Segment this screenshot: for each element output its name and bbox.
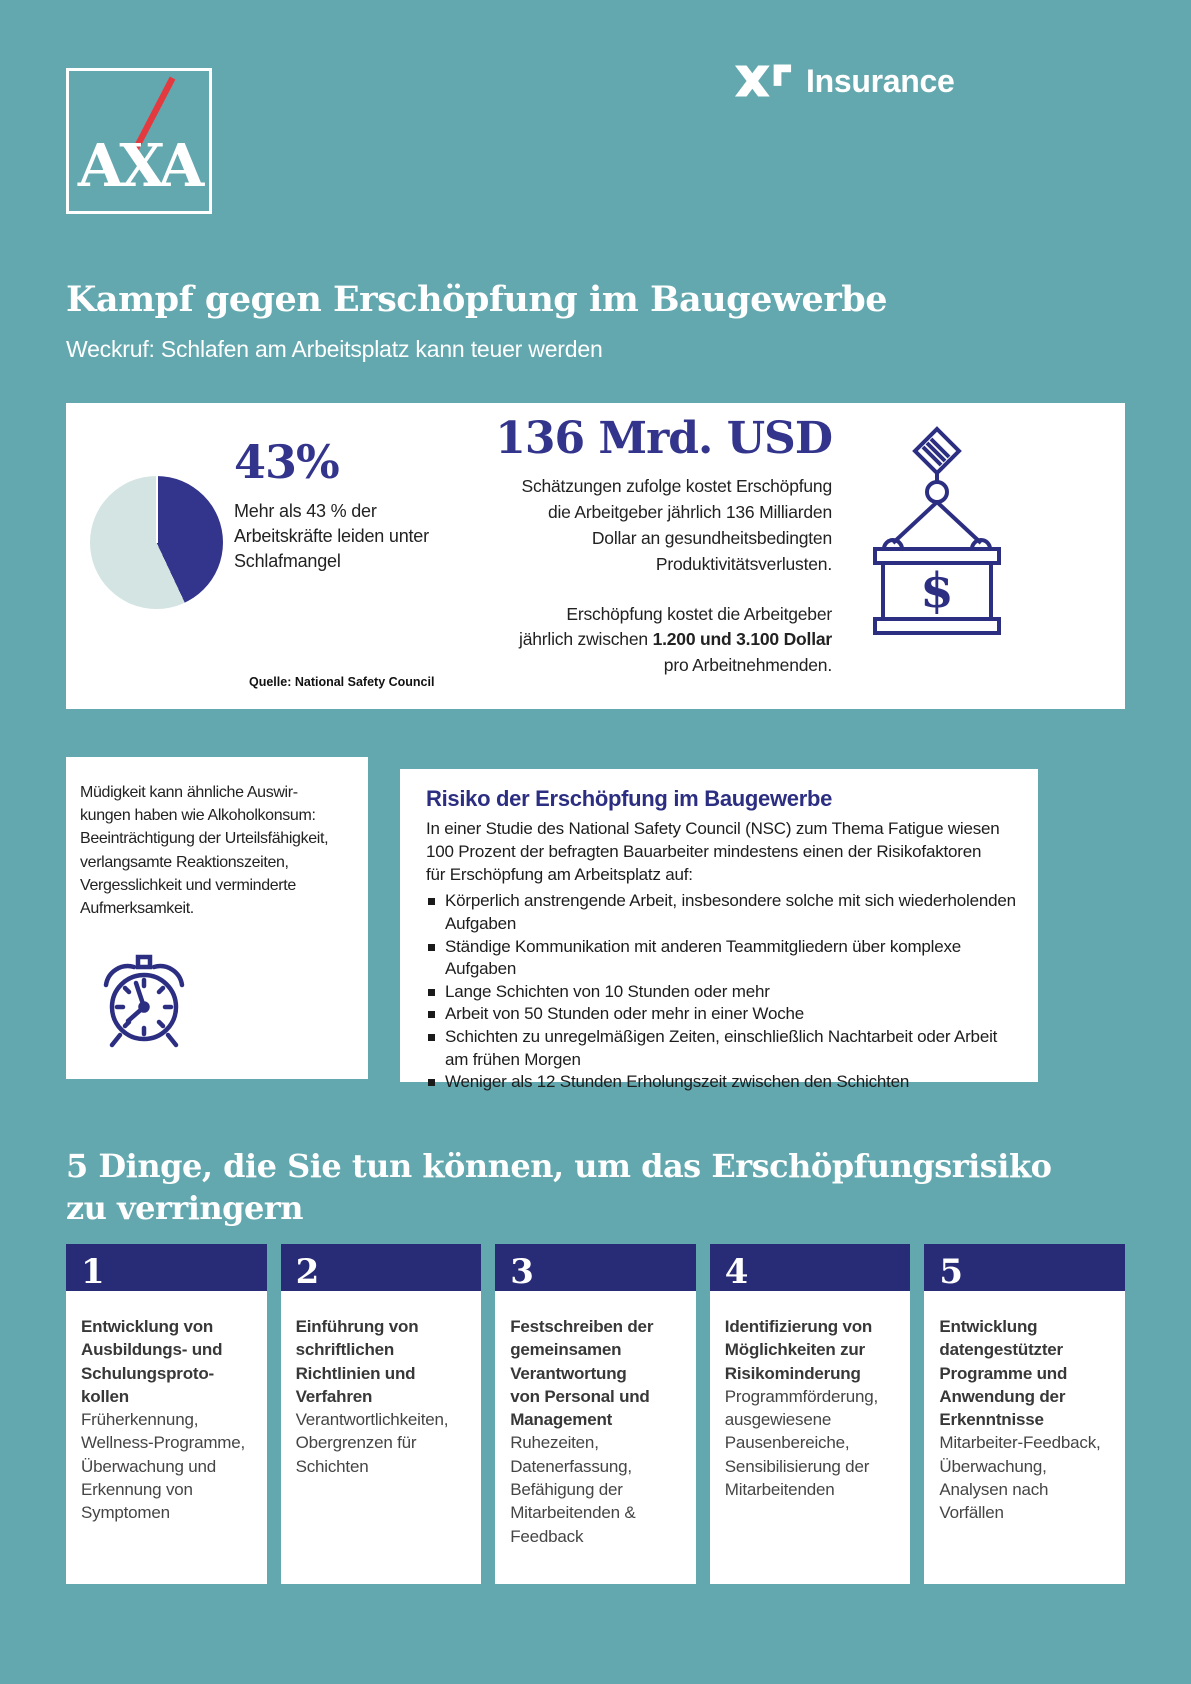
bullet-square-icon: [428, 943, 435, 951]
action-column-3: 3 Festschreiben der gemeinsamen Verantwor…: [495, 1244, 696, 1584]
action-column-4: 4 Identifizierung von Möglichkeiten zur R…: [709, 1244, 911, 1584]
risk-bullet-text: Schichten zu unregelmäßigen Zeiten, eins…: [445, 1026, 998, 1069]
column-text: Früherkennung, Wellness-Programme, Überw…: [81, 1410, 246, 1523]
crane-cargo-icon: $: [873, 426, 1001, 635]
action-column-1: 1 Entwicklung von Ausbildungs- und Schulu…: [66, 1244, 267, 1584]
pie-split-line: [155, 476, 158, 543]
axa-logo-graphic: AXA: [77, 76, 209, 200]
cost-text-pre: Erschöpfung kostet die Arbeitgeber jährl…: [519, 603, 832, 650]
column-number-bar: 5: [924, 1244, 1125, 1291]
column-title: Entwicklung datengestützter Programme un…: [939, 1317, 1068, 1430]
alarm-clock-icon: [103, 954, 185, 1048]
source-note: Quelle: National Safety Council: [249, 675, 435, 689]
stat-136-block: 136 Mrd. USD Schätzungen zufolge kostet …: [446, 413, 833, 680]
xl-insurance-label: Insurance: [806, 62, 955, 99]
column-title: Festschreiben der gemeinsamen Verantwort…: [510, 1317, 654, 1430]
risk-bullet-list: Körperlich anstrengende Arbeit, insbeson…: [426, 890, 1024, 1093]
page-subtitle: Weckruf: Schlafen am Arbeitsplatz kann t…: [66, 336, 603, 362]
column-title: Identifizierung von Möglichkeiten zur Ri…: [724, 1317, 873, 1383]
pie-chart: [90, 476, 223, 609]
risk-bullet-item: Körperlich anstrengende Arbeit, insbeson…: [426, 890, 1024, 935]
xl-logo-icon: [734, 64, 792, 97]
actions-heading: 5 Dinge, die Sie tun können, um das Ersc…: [66, 1147, 1052, 1227]
bullet-square-icon: [428, 1011, 435, 1019]
bullet-square-icon: [428, 988, 435, 996]
column-number-bar: 4: [709, 1244, 911, 1292]
column-body: Festschreiben der gemeinsamen Verantwort…: [495, 1291, 696, 1584]
fatigue-effects-card: Müdigkeit kann ähnliche Auswir- kungen h…: [66, 757, 368, 1079]
column-title: Entwicklung von Ausbildungs- und Schulun…: [81, 1317, 223, 1406]
risk-bullet-item: Schichten zu unregelmäßigen Zeiten, eins…: [426, 1026, 1024, 1071]
stat-136-description: Schätzungen zufolge kostet Erschöpfung d…: [521, 476, 832, 574]
stat-43-description: Mehr als 43 % der Arbeitskräfte leiden u…: [234, 501, 429, 571]
stat-cost-description: Erschöpfung kostet die Arbeitgeber jährl…: [446, 602, 832, 680]
xl-insurance-logo: Insurance: [733, 60, 955, 102]
column-number: 2: [295, 1252, 320, 1292]
column-number: 1: [81, 1252, 105, 1292]
column-number-bar: 2: [280, 1244, 482, 1292]
risk-card-heading: Risiko der Erschöpfung im Baugewerbe: [426, 786, 833, 811]
risk-card: Risiko der Erschöpfung im Baugewerbe In …: [400, 769, 1038, 1091]
risk-bullet-item: Weniger als 12 Stunden Erholungszeit zwi…: [426, 1071, 1024, 1094]
column-number-bar: 1: [66, 1244, 267, 1291]
stat-43-block: 43% Mehr als 43 % der Arbeitskräfte leid…: [234, 439, 474, 573]
crate-dollar-sign: $: [920, 563, 953, 619]
column-number-bar: 3: [495, 1244, 696, 1291]
column-body: Entwicklung von Ausbildungs- und Schulun…: [66, 1291, 267, 1584]
axa-red-slash-icon: [132, 76, 176, 153]
column-number: 3: [510, 1252, 534, 1292]
risk-bullet-text: Ständige Kommunikation mit anderen Teamm…: [445, 936, 962, 979]
action-columns: 1 Entwicklung von Ausbildungs- und Schulu…: [66, 1244, 1125, 1584]
column-text: Mitarbeiter-Feedback, Überwachung, Analy…: [939, 1433, 1101, 1523]
risk-bullet-item: Lange Schichten von 10 Stunden oder mehr: [426, 981, 1024, 1004]
risk-bullet-text: Körperlich anstrengende Arbeit, insbeson…: [445, 891, 1016, 933]
column-body: Entwicklung datengestützter Programme un…: [924, 1291, 1125, 1584]
column-text: Programmförderung, ausgewiesene Pausenbe…: [724, 1386, 879, 1499]
column-text: Ruhezeiten, Datenerfassung, Befähigung d…: [510, 1433, 636, 1546]
axa-logo: AXA: [66, 68, 212, 214]
bullet-square-icon: [428, 898, 435, 906]
column-body: Identifizierung von Möglichkeiten zur Ri…: [709, 1291, 911, 1584]
column-text: Verantwortlichkeiten, Obergrenzen für Sc…: [295, 1410, 449, 1476]
stat-136-value: 136 Mrd. USD: [495, 413, 833, 464]
risk-bullet-text: Weniger als 12 Stunden Erholungszeit zwi…: [445, 1072, 910, 1092]
cost-text-bold: 1.200 und 3.100 Dollar: [652, 629, 833, 650]
stats-card: 43% Mehr als 43 % der Arbeitskräfte leid…: [66, 403, 1125, 709]
risk-bullet-item: Ständige Kommunikation mit anderen Teamm…: [426, 936, 1024, 981]
column-number: 5: [939, 1252, 964, 1292]
risk-bullet-text: Arbeit von 50 Stunden oder mehr in einer…: [445, 1004, 805, 1024]
fatigue-effects-text: Müdigkeit kann ähnliche Auswir- kungen h…: [80, 784, 329, 917]
bullet-square-icon: [428, 1033, 435, 1041]
risk-card-intro: In einer Studie des National Safety Coun…: [426, 819, 1000, 885]
risk-bullet-item: Arbeit von 50 Stunden oder mehr in einer…: [426, 1003, 1024, 1026]
axa-letters: AXA: [77, 131, 206, 200]
bullet-square-icon: [428, 1079, 435, 1087]
page-title: Kampf gegen Erschöpfung im Baugewerbe: [66, 279, 888, 320]
action-column-5: 5 Entwicklung datengestützter Programme u…: [924, 1244, 1125, 1584]
risk-bullet-text: Lange Schichten von 10 Stunden oder mehr: [445, 981, 770, 1001]
stat-43-value: 43%: [234, 435, 340, 489]
column-number: 4: [724, 1252, 749, 1292]
action-column-2: 2 Einführung von schriftlichen Richtlinie…: [280, 1244, 482, 1584]
column-title: Einführung von schriftlichen Richtlinien…: [295, 1317, 419, 1406]
cost-text-post: pro Arbeitnehmenden.: [663, 655, 832, 676]
column-body: Einführung von schriftlichen Richtlinien…: [280, 1291, 482, 1584]
